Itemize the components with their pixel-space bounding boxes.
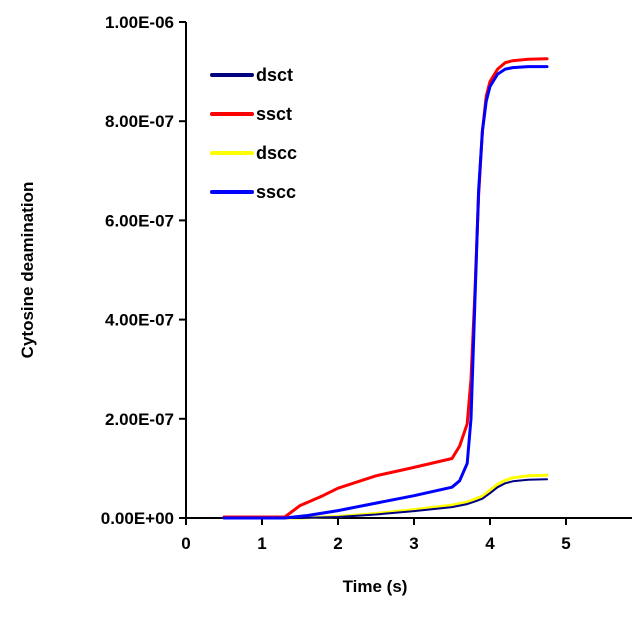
legend-label-ssct: ssct — [256, 104, 292, 124]
y-tick-label: 2.00E-07 — [105, 410, 174, 429]
series-line-dsct — [223, 478, 548, 519]
x-tick-label: 2 — [333, 534, 342, 553]
y-tick-label: 4.00E-07 — [105, 311, 174, 330]
series-line-ssct — [222, 57, 549, 519]
x-tick-label: 4 — [485, 534, 495, 553]
y-tick-label: 1.00E-06 — [105, 13, 174, 32]
y-tick-label: 6.00E-07 — [105, 211, 174, 230]
y-tick-label: 0.00E+00 — [101, 509, 174, 528]
legend: dsct ssct dscc sscc — [210, 65, 297, 202]
legend-label-sscc: sscc — [256, 182, 296, 202]
series-lines — [222, 57, 549, 520]
x-tick-label: 0 — [181, 534, 190, 553]
axis-titles: Time (s) Cytosine deamination — [18, 182, 407, 596]
y-tick-label: 8.00E-07 — [105, 112, 174, 131]
axes: 0.00E+00 2.00E-07 4.00E-07 6.00E-07 8.00E-07… — [101, 13, 632, 553]
x-tick-label: 5 — [561, 534, 570, 553]
y-axis-title: Cytosine deamination — [18, 182, 37, 359]
series-line-sscc — [222, 65, 549, 520]
legend-label-dscc: dscc — [256, 143, 297, 163]
legend-label-dsct: dsct — [256, 65, 293, 85]
x-axis-title: Time (s) — [343, 577, 408, 596]
series-line-dscc — [222, 473, 549, 520]
x-tick-label: 1 — [257, 534, 266, 553]
x-tick-label: 3 — [409, 534, 418, 553]
